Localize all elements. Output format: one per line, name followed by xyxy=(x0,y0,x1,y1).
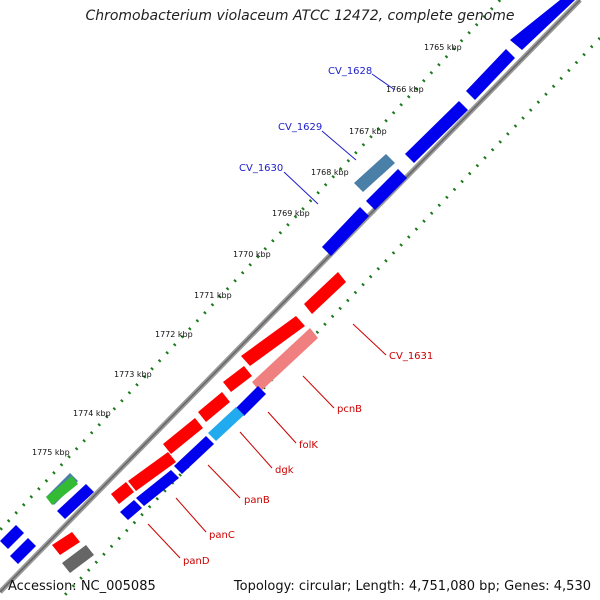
leader-line xyxy=(267,411,297,444)
leader-line xyxy=(302,375,335,409)
scale-label: 1775 kbp xyxy=(32,448,70,457)
gene-panc[interactable] xyxy=(128,452,176,491)
gene-label-panb[interactable]: panB xyxy=(244,495,270,506)
scale-label: 1768 kbp xyxy=(311,168,349,177)
outer-tick-track xyxy=(0,0,502,532)
gene-rev-small-2[interactable] xyxy=(46,476,78,505)
leader-line xyxy=(239,431,273,469)
gene-label-folk[interactable]: folK xyxy=(299,440,318,451)
gene-gray[interactable] xyxy=(62,545,94,573)
scale-label: 1770 kbp xyxy=(233,250,271,259)
gene-cv-1630[interactable] xyxy=(322,207,369,256)
gene-dgk[interactable] xyxy=(198,392,230,422)
accession-label: Accession: NC_005085 xyxy=(8,579,156,594)
gene-cv-1629[interactable] xyxy=(405,101,468,163)
gene-label-cv-1631[interactable]: CV_1631 xyxy=(389,351,433,362)
gene-inner-blue-2[interactable] xyxy=(174,436,214,474)
topology-label: Topology: circular; Length: 4,751,080 bp… xyxy=(233,579,591,594)
gene-label-panc[interactable]: panC xyxy=(209,530,235,541)
gene-cv-1627[interactable] xyxy=(510,0,575,50)
gene-cv-1631-light[interactable] xyxy=(252,328,318,392)
gene-label-cv-1630[interactable]: CV_1630 xyxy=(239,163,283,174)
leader-line xyxy=(147,523,181,559)
gene-label-cv-1629[interactable]: CV_1629 xyxy=(278,122,322,133)
scale-label: 1772 kbp xyxy=(155,330,193,339)
gene-pand[interactable] xyxy=(111,482,134,504)
scale-label: 1773 kbp xyxy=(114,370,152,379)
gene-folk[interactable] xyxy=(223,366,252,392)
gene-rev-small-3[interactable] xyxy=(57,484,94,519)
scale-labels: 1765 kbp 1766 kbp 1767 kbp 1768 kbp 1769… xyxy=(32,43,462,457)
gene-cv-1629c[interactable] xyxy=(354,154,395,192)
reverse-gene-labels: CV_1628 CV_1629 CV_1630 xyxy=(239,66,396,205)
gene-inner-blue-4[interactable] xyxy=(120,500,142,520)
gene-label-pcnb[interactable]: pcnB xyxy=(337,404,362,415)
inner-tick-track xyxy=(58,36,600,600)
scale-label: 1765 kbp xyxy=(424,43,462,52)
gene-inner-blue-3[interactable] xyxy=(136,470,179,506)
gene-cv-1629b[interactable] xyxy=(366,169,407,210)
leader-line xyxy=(321,130,357,161)
scale-label: 1774 kbp xyxy=(73,409,111,418)
gene-inner-blue-1[interactable] xyxy=(236,386,266,416)
leader-line xyxy=(283,171,319,205)
gene-cv-1631[interactable] xyxy=(304,272,346,314)
gene-rev-small-4[interactable] xyxy=(0,525,24,549)
scale-label: 1767 kbp xyxy=(349,127,387,136)
scale-label: 1771 kbp xyxy=(194,291,232,300)
gene-pcnb[interactable] xyxy=(241,316,305,366)
gene-panb[interactable] xyxy=(163,418,203,454)
leader-line xyxy=(371,73,396,91)
scale-label: 1769 kbp xyxy=(272,209,310,218)
reverse-strand-genes xyxy=(0,0,575,564)
genome-backbone-edge xyxy=(0,0,581,593)
gene-inner-cyan[interactable] xyxy=(208,407,244,441)
forward-gene-labels: CV_1631 pcnB folK dgk panB panC panD xyxy=(147,323,433,567)
map-title: Chromobacterium violaceum ATCC 12472, co… xyxy=(85,8,515,24)
gene-fwd-small[interactable] xyxy=(52,532,80,555)
leader-line xyxy=(207,464,241,499)
gene-label-pand[interactable]: panD xyxy=(183,556,210,567)
scale-label: 1766 kbp xyxy=(386,85,424,94)
inner-reverse-genes xyxy=(120,386,266,520)
gene-rev-small-5[interactable] xyxy=(10,538,36,564)
forward-strand-genes xyxy=(52,272,346,573)
leader-line xyxy=(352,323,387,356)
gene-label-cv-1628[interactable]: CV_1628 xyxy=(328,66,372,77)
gene-cv-1628[interactable] xyxy=(466,49,515,100)
leader-line xyxy=(175,497,207,533)
gene-label-dgk[interactable]: dgk xyxy=(275,465,294,476)
